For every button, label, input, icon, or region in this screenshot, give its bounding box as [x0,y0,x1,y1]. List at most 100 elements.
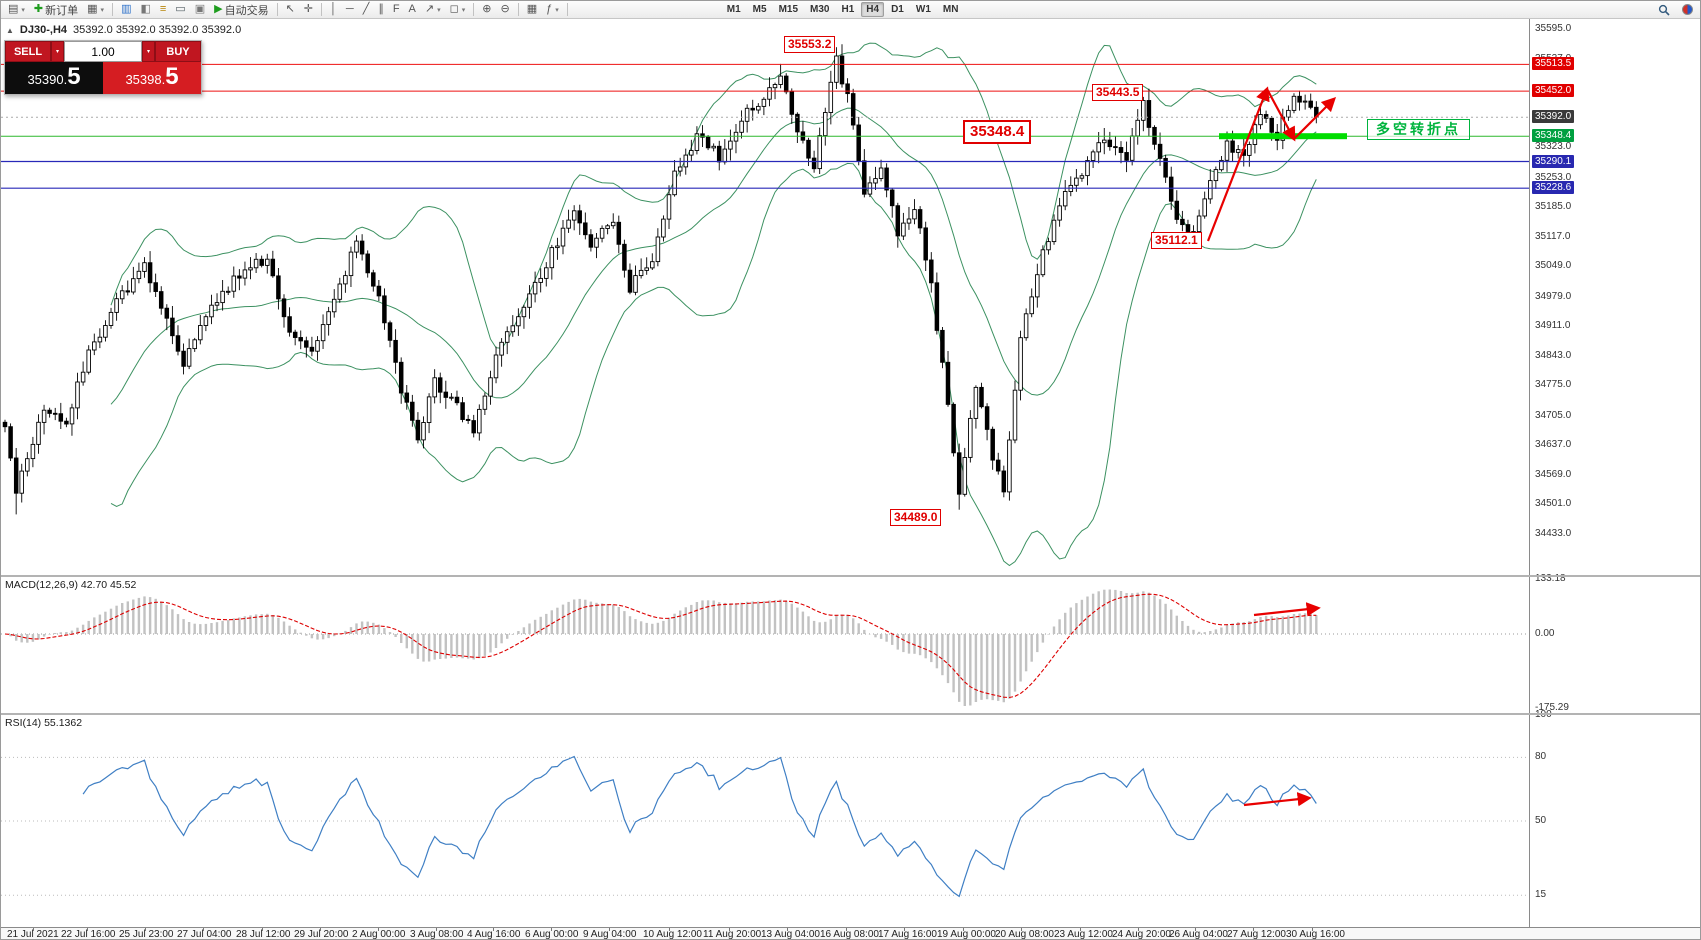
strategy-tester-button[interactable]: ▣ [191,2,209,18]
panel-splitter-rsi[interactable] [1,713,1700,715]
panel-splitter-macd[interactable] [1,575,1700,577]
market-watch-button[interactable]: ▥ [117,2,135,18]
timeframe-m5-button[interactable]: M5 [752,4,767,15]
search-icon[interactable] [1654,2,1674,18]
price-label-35553-2[interactable]: 35553.2 [784,36,836,53]
profiles-icon: ▦ [87,3,98,15]
time-axis[interactable]: 21 Jul 2021 22 Jul 16:00 25 Jul 23:00 27 Ju… [1,927,1700,940]
terminal-button[interactable]: ▭ [171,2,189,18]
time-tick [33,928,34,931]
main-chart-panel[interactable]: ▲ DJ30-,H4 35392.0 35392.0 35392.0 35392… [1,19,1529,575]
new-chart-button[interactable]: ▤ ▾ [4,2,29,18]
data-window-button[interactable]: ◧ [136,2,154,18]
price-tick: 34433.0 [1535,528,1572,539]
sell-price-main: 35390. [27,72,68,87]
buy-price-main: 35398. [125,72,166,87]
navigator-button[interactable]: ≡ [156,2,170,18]
time-label: 27 Aug 12:00 [1227,929,1286,940]
one-click-collapse-icon[interactable]: ▲ [6,25,14,35]
price-tick: 34501.0 [1535,498,1572,510]
price-badge-35392-0: 35392.0 [1532,110,1575,124]
toolbar-separator [276,3,278,16]
macd-panel[interactable]: MACD(12,26,9) 42.70 45.52 [1,577,1529,713]
horizontal-line-button[interactable]: ─ [342,2,358,18]
timeframe-mn-button[interactable]: MN [942,4,959,15]
volume-caret-icon[interactable]: ▾ [142,41,155,62]
price-label-35348-4[interactable]: 35348.4 [963,120,1032,144]
fibonacci-button[interactable]: F [389,2,404,18]
crosshair-button[interactable]: ✛ [300,2,317,18]
rsi-canvas[interactable] [1,715,1529,927]
tile-windows-button[interactable]: ▦ [523,2,541,18]
arrows-button[interactable]: ↗ ▾ [421,2,445,18]
vertical-line-icon: │ [330,3,337,15]
time-tick [551,928,552,931]
navigator-icon: ≡ [159,3,167,15]
sell-caret-icon[interactable]: ▾ [51,41,64,62]
buy-button[interactable]: BUY [155,41,201,62]
macd-canvas[interactable] [1,577,1529,713]
time-tick [787,928,788,931]
time-tick [203,928,204,931]
community-icon[interactable] [1678,2,1697,18]
price-tick: 34637.0 [1535,439,1572,451]
time-tick [493,928,494,931]
zoom-out-button[interactable]: ⊖ [497,2,514,18]
timeframe-m30-button[interactable]: M30 [810,4,830,15]
timeframe-d1-button[interactable]: D1 [891,4,904,15]
zoom-out-icon: ⊖ [500,3,510,15]
market-watch-icon: ▥ [121,3,132,15]
time-tick [262,928,263,931]
rsi-axis-tick: 15 [1535,889,1547,901]
profiles-button[interactable]: ▦ ▾ [83,2,108,18]
crosshair-icon: ✛ [303,3,314,15]
buy-price[interactable]: 35398. 5 [103,62,201,94]
trendline-button[interactable]: ╱ [359,2,374,18]
auto-trading-icon: ▶ [214,3,223,15]
price-axis[interactable]: 35595.035527.035323.035253.035185.035117… [1529,19,1700,927]
timeframe-w1-button[interactable]: W1 [915,4,931,15]
price-tick: 34979.0 [1535,290,1572,302]
time-tick [436,928,437,931]
new-order-label: 新订单 [45,4,79,17]
equidistant-channel-icon: ∥ [378,3,384,15]
turning-point-label[interactable]: 多空转折点 [1367,119,1470,140]
new-order-button[interactable]: ✚ 新订单 [30,2,82,18]
timeframe-h4-button[interactable]: H4 [861,2,885,17]
vertical-line-button[interactable]: │ [326,2,341,18]
cursor-button[interactable]: ↖ [282,2,299,18]
indicators-button[interactable]: ƒ ▾ [542,2,563,18]
price-tick: 34911.0 [1535,320,1571,332]
volume-input[interactable] [64,41,142,62]
toolbar-separator [566,3,568,16]
shapes-button[interactable]: ◻ ▾ [446,2,470,18]
toolbar-separator [112,3,114,16]
main-chart-canvas[interactable] [1,19,1529,575]
time-label: 29 Jul 20:00 [294,929,349,940]
fibonacci-icon: F [392,3,400,15]
sell-button[interactable]: SELL [5,41,51,62]
equidistant-channel-button[interactable]: ∥ [374,2,388,18]
price-label-35443-5[interactable]: 35443.5 [1092,84,1144,101]
sell-price[interactable]: 35390. 5 [5,62,103,94]
arrows-caret-icon: ▾ [437,6,441,14]
price-badge-35228-6: 35228.6 [1532,181,1575,195]
zoom-in-button[interactable]: ⊕ [478,2,495,18]
timeframe-h1-button[interactable]: H1 [841,4,855,15]
time-tick [609,928,610,931]
price-label-35112-1[interactable]: 35112.1 [1151,232,1202,249]
timeframe-m1-button[interactable]: M1 [726,4,741,15]
indicators-icon: ƒ [546,3,553,15]
time-label: 3 Aug 08:00 [410,929,464,940]
rsi-panel[interactable]: RSI(14) 55.1362 [1,715,1529,927]
timeframe-m15-button[interactable]: M15 [778,4,799,15]
time-tick [1312,928,1313,931]
auto-trading-button[interactable]: ▶ 自动交易 [210,2,272,18]
toolbar: ▤ ▾ ✚ 新订单 ▦ ▾ ▥ ◧ ≡ ▭ ▣ ▶ 自动交易 ↖ ✛ │ ─ ╱ ∥ F A ↗ ▾ ◻ ▾ ⊕ ⊖ ▦ ƒ ▾ M1 M5… [1,1,1700,19]
price-tick: 34843.0 [1535,349,1572,361]
text-button[interactable]: A [405,2,420,18]
price-label-34489-0[interactable]: 34489.0 [890,509,942,526]
time-tick [1021,928,1022,931]
cursor-icon: ↖ [285,3,295,15]
